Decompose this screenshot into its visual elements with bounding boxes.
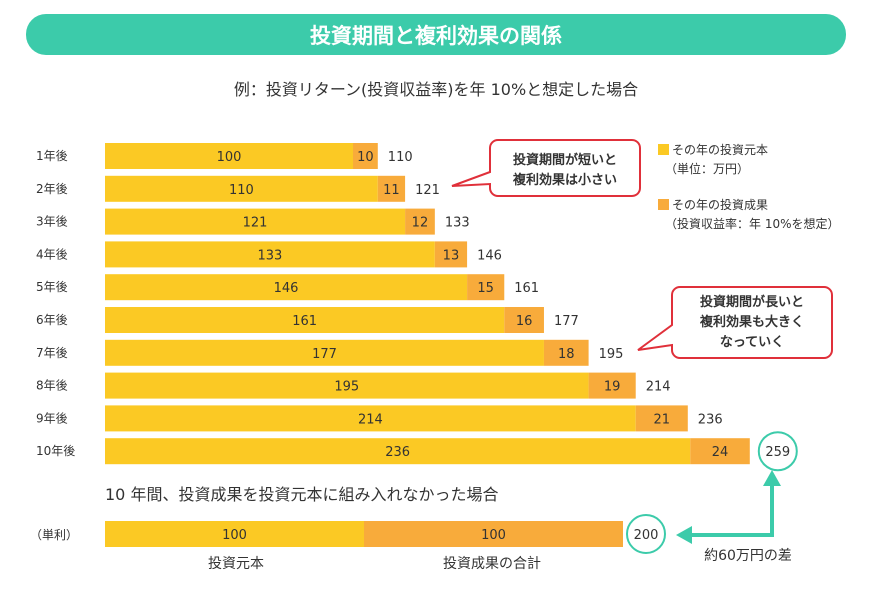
simple-heading: 10 年間、投資成果を投資元本に組み入れなかった場合: [105, 485, 498, 504]
gain-value: 18: [558, 347, 575, 362]
callout-short: [451, 139, 641, 197]
category-label: 10年後: [36, 444, 75, 458]
callout-long-line3: なっていく: [720, 335, 784, 350]
callout-short-line1: 投資期間が短いと: [513, 152, 617, 168]
bar-gain: [377, 175, 406, 202]
bar-principal: [105, 175, 378, 202]
legend-gain: その年の投資成果: [672, 197, 768, 212]
category-label: 7年後: [36, 346, 68, 360]
principal-value: 133: [258, 248, 283, 263]
bar-principal: [105, 208, 406, 235]
gain-value: 11: [383, 183, 400, 198]
legend-swatch-principal: [658, 144, 669, 155]
bar-gain: [353, 143, 378, 169]
principal-value: 177: [312, 347, 337, 362]
total-value: 236: [698, 412, 723, 427]
bar-principal: [105, 143, 353, 169]
simple-gain-caption: 投資成果の合計: [443, 556, 541, 572]
simple-principal-caption: 投資元本: [208, 556, 264, 572]
total-value: 259: [765, 445, 790, 460]
principal-value: 195: [334, 380, 359, 395]
principal-value: 214: [358, 412, 383, 427]
category-label: 8年後: [36, 379, 68, 393]
subtitle: 例：投資リターン(投資収益率)を年 10%と想定した場合: [234, 80, 638, 99]
bar-gain: [504, 307, 544, 333]
bar-gain: [588, 372, 636, 399]
category-label: 9年後: [36, 411, 68, 425]
principal-value: 110: [229, 183, 254, 198]
bar-gain: [690, 438, 750, 465]
legend-principal: その年の投資元本: [672, 142, 768, 157]
simple-bar-principal: [105, 521, 364, 547]
total-value: 161: [514, 281, 539, 296]
total-value: 110: [388, 150, 413, 165]
principal-value: 146: [274, 281, 299, 296]
callout-long: [637, 286, 833, 359]
gain-value: 21: [653, 412, 670, 427]
bar-gain: [635, 405, 688, 432]
bar-gain: [543, 339, 589, 366]
bar-principal: [105, 307, 505, 333]
legend-gain-note: （投資収益率：年 10%を想定）: [665, 216, 840, 231]
principal-value: 161: [292, 314, 317, 329]
total-value: 133: [445, 216, 470, 231]
difference-label: 約60万円の差: [704, 548, 792, 564]
gain-value: 15: [477, 281, 494, 296]
category-label: 1年後: [36, 149, 68, 163]
gain-value: 10: [357, 150, 374, 165]
total-value: 177: [554, 314, 579, 329]
simple-bar-gain: [364, 521, 623, 547]
category-label: 3年後: [36, 215, 68, 229]
bar-principal: [105, 274, 468, 301]
total-value: 195: [599, 347, 624, 362]
principal-value: 236: [385, 445, 410, 460]
simple-principal-value: 100: [222, 528, 247, 543]
legend-principal-note: （単位：万円）: [665, 161, 749, 176]
arrowhead-left-icon: [676, 526, 692, 544]
callout-short-line2: 複利効果は小さい: [512, 172, 617, 188]
title-banner: [26, 14, 846, 55]
arrowhead-up-icon: [763, 470, 781, 486]
simple-total-value: 200: [634, 528, 659, 543]
gain-value: 13: [443, 248, 460, 263]
category-label: 6年後: [36, 313, 68, 327]
bar-principal: [105, 438, 691, 465]
legend-swatch-gain: [658, 199, 669, 210]
bar-gain: [467, 274, 505, 301]
simple-total-circle: [626, 514, 666, 554]
total-value: 146: [477, 248, 502, 263]
total-value: 121: [415, 183, 440, 198]
difference-arrow: [688, 480, 774, 537]
callout-long-line1: 投資期間が長いと: [700, 294, 804, 310]
gain-value: 19: [604, 380, 621, 395]
title: 投資期間と複利効果の関係: [310, 24, 562, 48]
gain-value: 24: [712, 445, 729, 460]
bar-principal: [105, 241, 435, 268]
total-value: 214: [646, 380, 671, 395]
bar-principal: [105, 339, 544, 366]
simple-label: （単利）: [30, 528, 78, 542]
category-label: 5年後: [36, 280, 68, 294]
principal-value: 100: [217, 150, 242, 165]
total-circle: [757, 431, 798, 472]
bar-gain: [434, 241, 468, 268]
category-label: 2年後: [36, 182, 68, 196]
gain-value: 16: [516, 314, 533, 329]
principal-value: 121: [243, 216, 268, 231]
callout-long-line2: 複利効果も大きく: [699, 314, 804, 330]
category-label: 4年後: [36, 247, 68, 261]
bar-gain: [405, 208, 435, 235]
bar-principal: [105, 372, 589, 399]
bar-principal: [105, 405, 636, 432]
simple-gain-value: 100: [481, 528, 506, 543]
gain-value: 12: [412, 216, 429, 231]
